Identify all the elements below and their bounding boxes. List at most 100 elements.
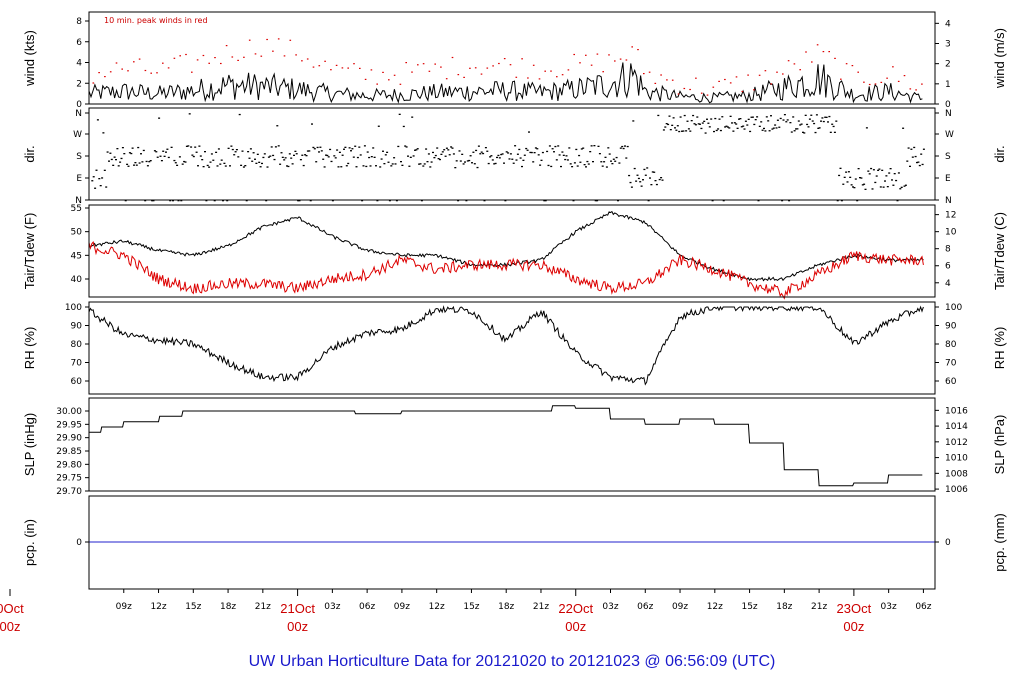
rh-left-tick-label: 100 (65, 303, 82, 313)
dir-point (859, 177, 861, 179)
dir-point (338, 151, 341, 153)
dir-point (213, 200, 216, 202)
dir-point (610, 160, 612, 162)
wind-peak-point (712, 86, 715, 88)
wind-left-tick-label: 0 (76, 100, 82, 110)
wind-peak-point (874, 83, 877, 85)
dir-point (208, 166, 211, 168)
dir-point (671, 124, 674, 126)
dir-point (899, 188, 902, 190)
wind-peak-point (805, 51, 807, 53)
dir-point (187, 145, 190, 147)
dir-point (235, 149, 238, 151)
wind-peak-point (492, 65, 494, 67)
wind-peak-point (596, 53, 599, 55)
dir-point (909, 165, 911, 167)
dir-point (337, 166, 340, 168)
dir-point (414, 149, 416, 151)
dir-point (529, 151, 532, 154)
dir-point (391, 163, 394, 165)
dir-point (767, 120, 770, 122)
dir-point (761, 129, 764, 131)
dir-point (509, 153, 512, 155)
dir-point (853, 187, 856, 189)
dir-point (547, 164, 550, 167)
dir-left-tick-label: E (76, 174, 82, 184)
dir-point (843, 176, 846, 178)
wind-peak-point (364, 78, 367, 80)
wind-peak-point (393, 74, 396, 76)
x-day-label: 23Oct (837, 601, 872, 616)
wind-peak-point (370, 69, 373, 71)
dir-point (699, 123, 701, 125)
slp-panel-frame (88, 397, 936, 492)
dir-point (209, 161, 212, 163)
dir-ylabel-left: dir. (22, 145, 37, 162)
wind-peak-point (173, 57, 176, 59)
slp-right-tick-label: 1010 (945, 454, 968, 464)
wind-peak-point (98, 72, 100, 74)
dir-point (91, 180, 94, 182)
dir-point (224, 165, 227, 167)
dir-point (846, 181, 849, 183)
wind-peak-point (248, 39, 251, 41)
dir-point (390, 165, 393, 167)
dir-point (180, 200, 183, 202)
dir-point (764, 130, 767, 132)
dir-point (322, 158, 325, 160)
dir-point (845, 171, 848, 173)
slp-left-tick-label: 29.90 (56, 434, 82, 444)
dir-point (323, 166, 326, 168)
dir-point (852, 186, 854, 188)
dir-point (842, 183, 845, 185)
dir-point (318, 151, 320, 153)
dir-point (468, 159, 471, 162)
wind-right-tick-label: 3 (945, 39, 951, 49)
dir-point (867, 170, 870, 172)
dir-point (471, 162, 473, 164)
dir-point (283, 159, 286, 161)
dir-point (685, 130, 688, 132)
wind-peak-point (550, 70, 552, 72)
dir-point (345, 165, 348, 167)
dir-point (644, 174, 647, 176)
dir-point (126, 163, 129, 165)
dir-point (190, 146, 193, 148)
slp-ylabel-left: SLP (inHg) (22, 413, 37, 476)
dir-right-tick-label: N (945, 109, 952, 119)
dir-point (690, 120, 693, 122)
dir-point (904, 184, 907, 186)
wind-peak-point (729, 82, 732, 84)
wind-peak-point (104, 76, 106, 78)
wind-peak-point (457, 74, 460, 76)
dir-point (792, 116, 795, 118)
slp-left-tick-label: 29.80 (56, 460, 82, 470)
wind-ylabel-left: wind (kts) (22, 30, 37, 87)
dir-point (491, 159, 494, 161)
dir-point (195, 151, 198, 153)
dir-point (785, 121, 788, 123)
wind-peak-point (283, 55, 286, 57)
dir-point (735, 123, 738, 125)
dir-point (263, 153, 266, 155)
pcp-left-tick-label: 0 (76, 538, 82, 548)
wind-peak-point (561, 74, 564, 76)
dir-point (220, 159, 223, 161)
dir-point (891, 179, 893, 181)
wind-peak-point (220, 62, 222, 65)
rh-left-tick-label: 90 (71, 322, 83, 332)
dir-point (284, 157, 287, 159)
temp-right-tick-label: 10 (945, 228, 957, 238)
dir-panel-frame (88, 107, 936, 201)
dir-point (860, 177, 863, 179)
dir-point (472, 151, 475, 153)
dir-point (612, 158, 615, 160)
dir-point (636, 174, 639, 176)
wind-peak-point (683, 87, 686, 90)
dir-point (604, 156, 607, 158)
dir-point (508, 158, 511, 160)
dir-point (169, 200, 172, 202)
dir-point (199, 155, 202, 157)
x-hour-label: 21z (255, 602, 271, 612)
